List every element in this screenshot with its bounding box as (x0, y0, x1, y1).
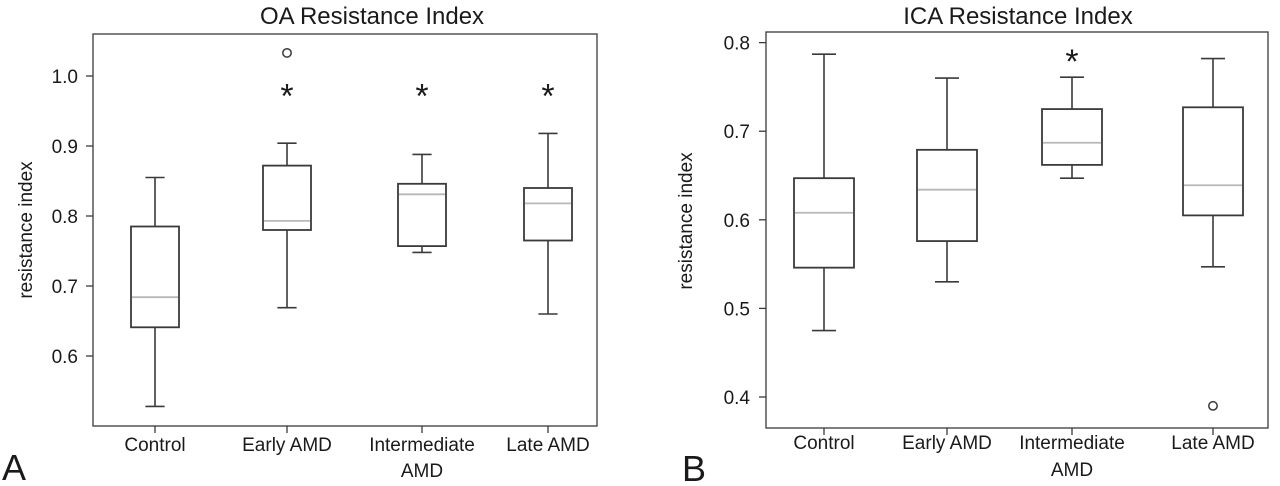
x-tick-label: Late AMD (506, 435, 589, 456)
y-tick-label: 0.6 (724, 211, 750, 232)
y-tick-label: 0.8 (724, 34, 750, 55)
box-2: * (262, 47, 312, 309)
plot-frame (765, 31, 1269, 429)
chart-panel-a: OA Resistance Index 0.6 0.7 0.8 0.9 1.0 resist… (2, 3, 598, 486)
box-iqr (793, 177, 855, 269)
y-tick-label: 1.0 (52, 67, 78, 88)
x-tick-label: Control (793, 433, 854, 454)
outlier-point (282, 47, 292, 58)
y-tick-label: 0.7 (724, 122, 750, 143)
panel-label: A (2, 447, 26, 486)
y-tick-label: 0.7 (52, 277, 78, 298)
significance-marker: * (415, 78, 428, 116)
significance-marker: * (280, 78, 293, 116)
box-iqr (523, 187, 573, 242)
x-tick-label-line2: AMD (401, 461, 443, 482)
y-tick-label: 0.4 (724, 388, 751, 409)
x-tick-label: Early AMD (242, 435, 332, 456)
y-tick-label: 0.6 (52, 347, 78, 368)
y-tick-label: 0.9 (52, 137, 78, 158)
x-tick-label: Late AMD (1171, 433, 1254, 454)
box-iqr (130, 225, 180, 329)
y-tick-label: 0.8 (52, 207, 78, 228)
box-4 (1182, 57, 1244, 411)
y-axis-label: resistance index (16, 161, 37, 299)
chart-title: OA Resistance Index (260, 3, 484, 30)
y-axis-label: resistance index (676, 152, 697, 290)
box-2 (916, 77, 978, 283)
y-tick-label: 0.5 (724, 299, 750, 320)
significance-marker: * (1065, 43, 1078, 81)
box-1 (793, 53, 855, 332)
significance-marker: * (541, 78, 554, 116)
x-tick-label: Early AMD (902, 433, 992, 454)
x-tick-label: Intermediate (1019, 433, 1125, 454)
box-iqr (916, 148, 978, 242)
box-iqr (1182, 106, 1244, 217)
box-iqr (262, 164, 312, 231)
outlier-point (1208, 400, 1218, 411)
chart-title: ICA Resistance Index (903, 3, 1132, 30)
x-tick-label: Intermediate (369, 435, 475, 456)
x-tick-label: Control (124, 435, 185, 456)
box-iqr (1041, 108, 1103, 166)
box-3: * (1041, 43, 1103, 179)
chart-panel-b: ICA Resistance Index 0.4 0.5 0.6 0.7 0.8 resis… (676, 3, 1269, 486)
box-iqr (397, 182, 447, 248)
box-1 (130, 176, 180, 408)
box-3: * (397, 78, 447, 254)
panel-label: B (682, 448, 706, 486)
x-tick-label-line2: AMD (1051, 460, 1093, 481)
plot-frame (92, 33, 598, 427)
box-4: * (523, 78, 573, 315)
